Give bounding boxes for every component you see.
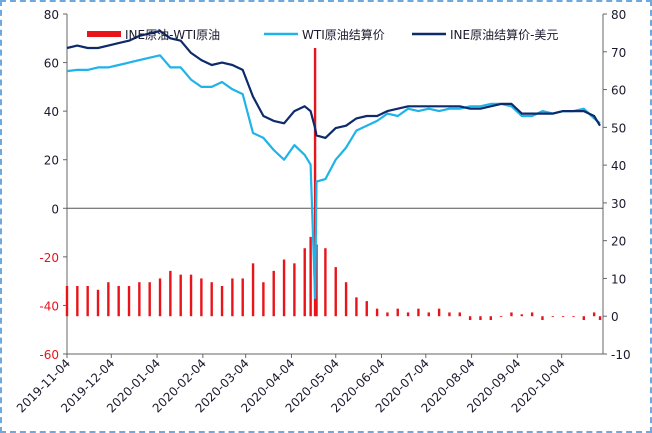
bar bbox=[315, 244, 318, 317]
bar bbox=[282, 259, 286, 317]
bar bbox=[520, 314, 523, 317]
bar bbox=[138, 282, 141, 317]
y2-tick-label: 70 bbox=[611, 46, 626, 60]
bar bbox=[582, 316, 586, 320]
y-tick-label: 60 bbox=[44, 57, 59, 71]
y2-tick-label: 50 bbox=[611, 121, 626, 135]
bar bbox=[200, 278, 203, 317]
bar bbox=[592, 312, 596, 317]
bar bbox=[117, 286, 120, 317]
legend-swatch bbox=[87, 31, 121, 37]
bar bbox=[86, 286, 89, 317]
bar bbox=[324, 248, 327, 317]
bar bbox=[309, 236, 312, 317]
bar bbox=[158, 278, 162, 317]
y-tick-label: -60 bbox=[39, 348, 59, 362]
y2-tick-label: 80 bbox=[611, 8, 626, 22]
legend-label: INE原油-WTI原油 bbox=[125, 28, 220, 42]
y2-tick-label: 60 bbox=[611, 84, 626, 98]
bar bbox=[489, 316, 492, 320]
y2-tick-label: 0 bbox=[611, 310, 619, 324]
bar bbox=[220, 286, 224, 317]
bar bbox=[251, 263, 255, 317]
y2-tick-label: -10 bbox=[611, 348, 631, 362]
bar bbox=[468, 316, 472, 320]
bar bbox=[76, 286, 79, 317]
bar bbox=[551, 316, 554, 318]
legend-item: INE原油结算价-美元 bbox=[412, 27, 558, 42]
line bbox=[66, 54, 601, 300]
y-tick-label: 40 bbox=[44, 105, 59, 119]
bar bbox=[572, 316, 575, 318]
bar bbox=[293, 263, 296, 317]
bar bbox=[334, 267, 337, 317]
y2-tick-label: 10 bbox=[611, 272, 626, 286]
bar bbox=[241, 278, 244, 317]
bar bbox=[107, 282, 110, 317]
y-tick-label: -40 bbox=[39, 299, 59, 313]
bar bbox=[375, 308, 379, 317]
bar bbox=[96, 289, 100, 317]
bar bbox=[344, 282, 348, 317]
bar bbox=[541, 316, 544, 320]
bar bbox=[499, 316, 503, 318]
bar bbox=[148, 282, 151, 317]
bar bbox=[417, 308, 420, 317]
bar bbox=[231, 278, 234, 317]
bar bbox=[561, 316, 565, 318]
bar bbox=[65, 286, 69, 317]
bar bbox=[210, 282, 213, 317]
y2-tick-label: 30 bbox=[611, 197, 626, 211]
bar bbox=[272, 270, 275, 317]
legend-item: WTI原油结算价 bbox=[264, 27, 385, 42]
bar bbox=[313, 48, 317, 317]
bar bbox=[355, 297, 358, 317]
legend-item: INE原油-WTI原油 bbox=[87, 28, 220, 42]
bar bbox=[262, 282, 265, 317]
bar bbox=[598, 316, 602, 320]
bar bbox=[437, 308, 441, 317]
bar bbox=[303, 248, 306, 317]
bar bbox=[458, 312, 461, 317]
y2-tick-label: 40 bbox=[611, 159, 626, 173]
y2-tick-label: 20 bbox=[611, 235, 626, 249]
y-tick-label: 0 bbox=[51, 202, 59, 216]
bar bbox=[179, 274, 182, 317]
bar bbox=[406, 312, 410, 317]
bar bbox=[127, 286, 131, 317]
legend-label: INE原油结算价-美元 bbox=[450, 27, 558, 42]
legend-label: WTI原油结算价 bbox=[302, 27, 385, 42]
y-tick-label: 80 bbox=[44, 8, 59, 22]
bar bbox=[510, 312, 513, 317]
bar bbox=[448, 312, 451, 317]
bar bbox=[386, 312, 389, 317]
y-tick-label: -20 bbox=[39, 251, 59, 265]
bar bbox=[479, 316, 482, 320]
bar bbox=[365, 301, 368, 317]
line bbox=[66, 29, 601, 139]
bar bbox=[169, 270, 172, 317]
y-tick-label: 20 bbox=[44, 154, 59, 168]
bar bbox=[530, 312, 534, 317]
bar bbox=[189, 274, 193, 317]
bar bbox=[427, 312, 430, 317]
bar bbox=[396, 308, 399, 317]
